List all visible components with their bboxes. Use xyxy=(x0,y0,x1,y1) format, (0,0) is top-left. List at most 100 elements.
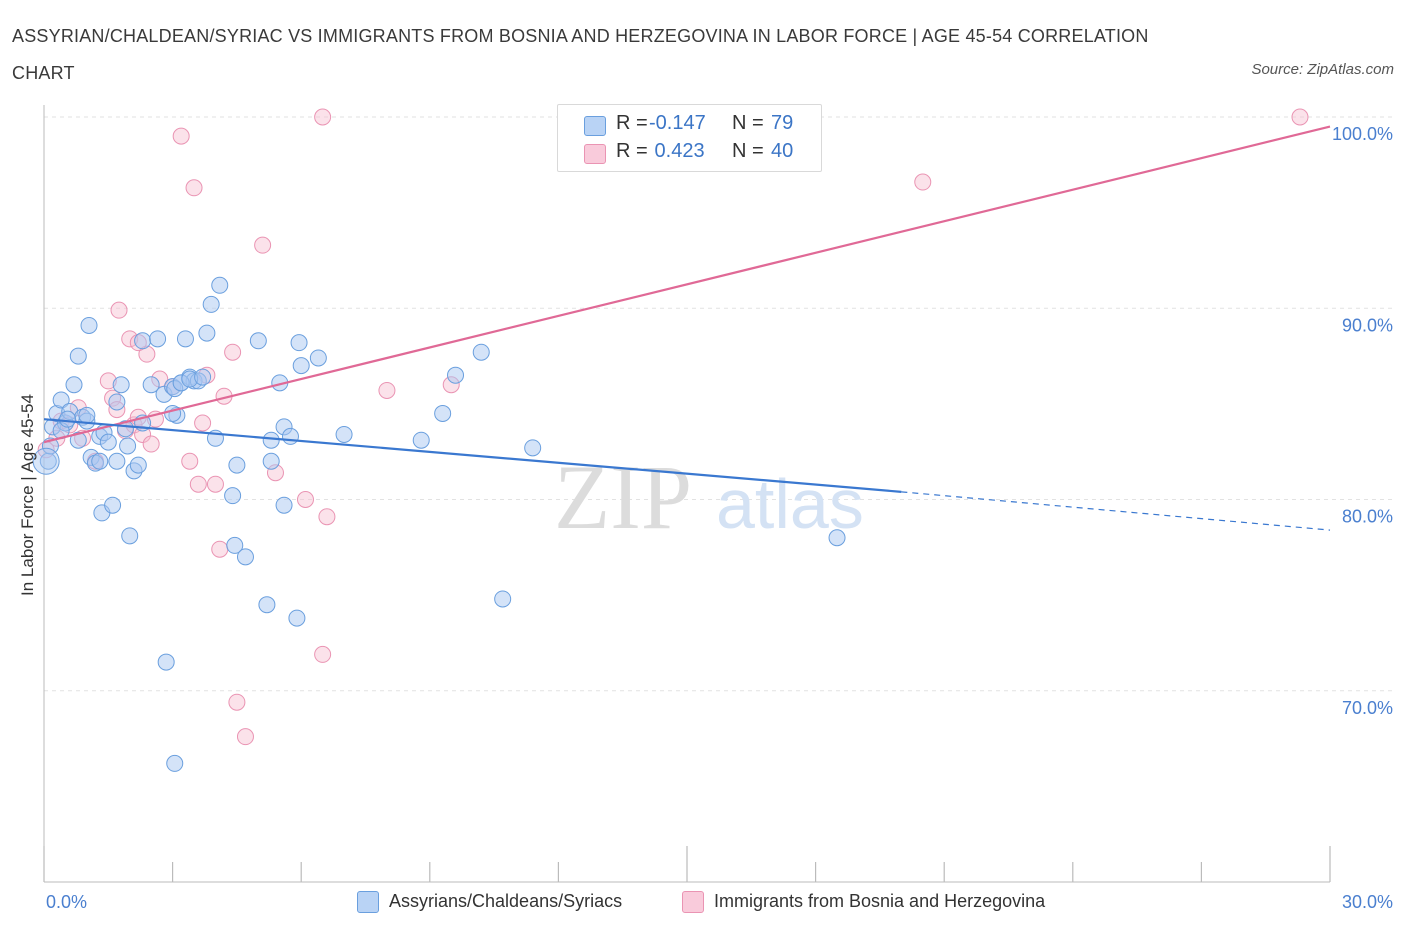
y-tick-label: 80.0% xyxy=(1342,507,1393,527)
data-point-blue xyxy=(129,456,147,474)
legend-r-label: R = xyxy=(616,112,648,134)
data-point-blue xyxy=(249,332,267,350)
y-tick-label: 90.0% xyxy=(1342,315,1393,335)
data-point-blue xyxy=(65,376,83,394)
legend-square-pink xyxy=(682,891,704,913)
data-point-blue xyxy=(78,406,96,424)
data-point-blue xyxy=(262,431,280,449)
y-tick-label: 100.0% xyxy=(1332,124,1393,144)
data-point-blue xyxy=(275,496,293,514)
data-point-pink xyxy=(318,508,336,526)
data-point-pink xyxy=(1291,108,1309,126)
trend-line-blue-extension xyxy=(901,491,1331,531)
data-point-pink xyxy=(110,301,128,319)
data-point-pink xyxy=(254,236,272,254)
legend-row-blue: R = -0.147 N = 79 xyxy=(558,110,821,140)
data-point-pink xyxy=(378,381,396,399)
data-point-blue xyxy=(119,437,137,455)
data-point-blue xyxy=(108,452,126,470)
data-point-blue xyxy=(224,487,242,505)
legend-r-label: R = xyxy=(616,140,648,162)
data-point-blue xyxy=(228,456,246,474)
legend-swatch-pink xyxy=(584,144,606,164)
data-point-pink xyxy=(189,475,207,493)
axes xyxy=(43,105,1331,883)
data-point-blue xyxy=(69,431,87,449)
data-point-pink xyxy=(206,475,224,493)
data-point-blue xyxy=(59,410,77,428)
data-point-pink xyxy=(236,728,254,746)
data-point-pink xyxy=(228,693,246,711)
legend-n-label: N = xyxy=(732,112,764,134)
y-tick-label: 70.0% xyxy=(1342,698,1393,718)
data-point-blue xyxy=(134,332,152,350)
data-point-pink xyxy=(224,343,242,361)
data-point-blue xyxy=(108,393,126,411)
x-tick-label: 0.0% xyxy=(46,892,87,912)
data-point-pink xyxy=(185,179,203,197)
data-point-blue xyxy=(236,548,254,566)
legend-r-value: -0.147 xyxy=(649,112,706,134)
data-point-blue xyxy=(149,330,167,348)
data-point-blue xyxy=(142,376,160,394)
data-point-blue xyxy=(91,452,109,470)
data-point-blue xyxy=(524,439,542,457)
data-point-blue xyxy=(211,276,229,294)
data-point-blue xyxy=(494,590,512,608)
chart-title: ASSYRIAN/CHALDEAN/SYRIAC VS IMMIGRANTS F… xyxy=(12,26,1149,83)
data-point-pink xyxy=(314,645,332,663)
data-point-blue xyxy=(121,527,139,545)
data-point-blue xyxy=(166,754,184,772)
data-point-blue xyxy=(52,391,70,409)
data-point-blue xyxy=(226,536,244,554)
data-point-pink xyxy=(314,108,332,126)
data-point-blue xyxy=(335,425,353,443)
trend-line-pink xyxy=(43,125,1331,444)
legend-n-label: N = xyxy=(732,140,764,162)
data-point-pink xyxy=(172,127,190,145)
data-point-pink xyxy=(296,491,314,508)
data-point-blue xyxy=(104,496,122,514)
watermark: ZIP atlas xyxy=(554,446,864,548)
stats-legend: R = -0.147 N = 79 R = 0.423 N = 40 xyxy=(557,104,822,172)
data-point-blue xyxy=(290,334,308,352)
gridlines xyxy=(44,116,1392,692)
data-point-blue xyxy=(472,343,490,361)
data-point-blue xyxy=(176,330,194,348)
legend-n-value: 79 xyxy=(771,112,794,134)
data-point-blue xyxy=(112,376,130,394)
data-point-blue xyxy=(164,404,182,422)
data-point-blue xyxy=(194,368,212,386)
data-point-pink xyxy=(914,173,932,191)
data-point-blue xyxy=(447,366,465,384)
legend-row-pink: R = 0.423 N = 40 xyxy=(558,138,821,168)
data-point-pink xyxy=(142,435,160,453)
data-point-blue xyxy=(80,316,98,334)
data-point-blue xyxy=(99,433,117,451)
data-point-blue xyxy=(281,427,299,445)
x-tick-labels: 0.0% 30.0% xyxy=(46,892,1393,912)
data-point-blue xyxy=(198,324,216,342)
data-point-blue xyxy=(412,431,430,449)
legend-n-value: 40 xyxy=(771,140,794,162)
legend-label-pink: Immigrants from Bosnia and Herzegovina xyxy=(714,891,1046,911)
data-point-blue xyxy=(202,295,220,313)
y-tick-labels: 70.0% 80.0% 90.0% 100.0% xyxy=(1332,124,1393,718)
data-point-blue xyxy=(288,609,306,627)
data-point-blue xyxy=(292,357,310,375)
data-point-blue xyxy=(69,347,87,365)
watermark-zip: ZIP xyxy=(554,446,692,548)
data-point-blue xyxy=(262,452,280,470)
data-point-blue xyxy=(258,596,276,614)
data-point-blue xyxy=(434,404,452,422)
legend-swatch-blue xyxy=(584,116,606,136)
series-pink-points xyxy=(37,108,1309,746)
y-axis-label: In Labor Force | Age 45-54 xyxy=(18,394,37,596)
data-point-blue xyxy=(32,447,60,475)
x-tick-label: 30.0% xyxy=(1342,892,1393,912)
data-point-blue xyxy=(828,529,846,547)
legend-square-blue xyxy=(357,891,379,913)
legend-label-blue: Assyrians/Chaldeans/Syriacs xyxy=(389,891,623,911)
data-point-pink xyxy=(181,452,199,470)
